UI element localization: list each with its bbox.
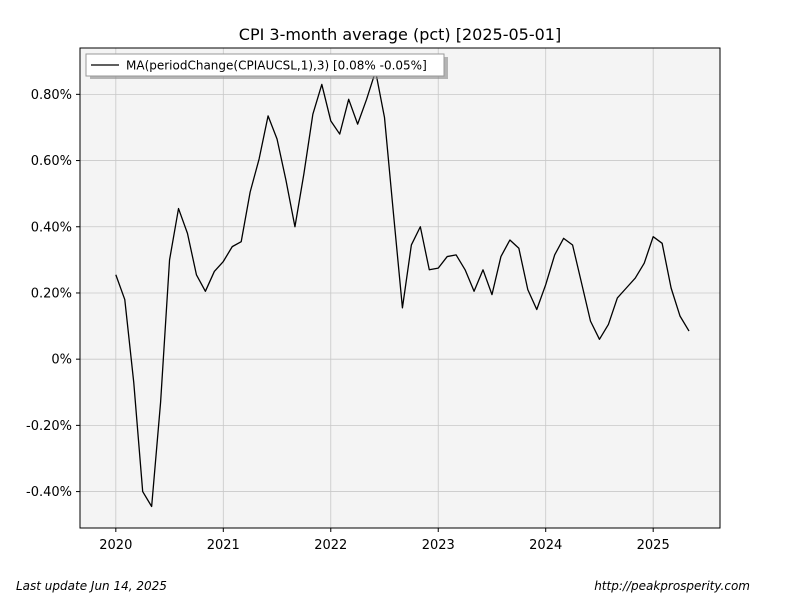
y-tick-label: 0.60% — [31, 154, 72, 169]
y-tick-label: 0.40% — [31, 220, 72, 235]
legend-label: MA(periodChange(CPIAUCSL,1),3) [0.08% -0… — [126, 59, 427, 73]
plot-frame — [79, 47, 721, 529]
series-line-0 — [115, 70, 690, 508]
x-tick-label: 2020 — [99, 538, 132, 553]
source-url-text: http://peakprosperity.com — [594, 579, 750, 593]
y-tick-label: 0% — [51, 353, 72, 368]
grid-lines — [80, 48, 720, 528]
y-tick-label: -0.20% — [26, 419, 72, 434]
last-update-text: Last update Jun 14, 2025 — [16, 579, 167, 593]
chart-title: CPI 3-month average (pct) [2025-05-01] — [239, 25, 561, 44]
x-axis: 2020 2021 2022 2023 2024 2025 — [99, 528, 670, 553]
y-tick-label: 0.20% — [31, 286, 72, 301]
x-tick-label: 2025 — [637, 538, 670, 553]
y-tick-label: -0.40% — [26, 485, 72, 500]
y-axis: -0.40% -0.20% 0% 0.20% 0.40% 0.60% 0.80% — [26, 88, 80, 500]
series-layer — [115, 70, 690, 508]
y-tick-label: 0.80% — [31, 88, 72, 103]
x-tick-label: 2024 — [529, 538, 562, 553]
legend: MA(periodChange(CPIAUCSL,1),3) [0.08% -0… — [85, 53, 448, 79]
x-tick-label: 2022 — [314, 538, 347, 553]
legend-box — [85, 53, 445, 77]
x-tick-label: 2023 — [422, 538, 455, 553]
x-tick-label: 2021 — [207, 538, 240, 553]
